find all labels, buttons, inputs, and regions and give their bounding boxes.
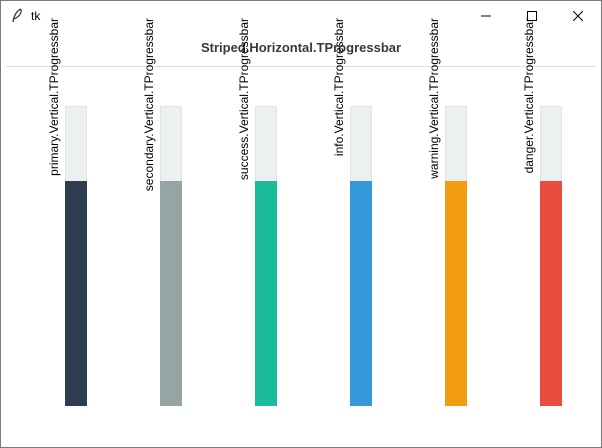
- progressbar-label-secondary: secondary.Vertical.TProgressbar: [142, 18, 156, 192]
- progressbar-secondary: [160, 106, 182, 406]
- progressbar-fill-warning: [445, 181, 467, 406]
- page-title: Striped.Horizontal.TProgressbar: [200, 40, 402, 55]
- progressbar-label-info: info.Vertical.TProgressbar: [332, 18, 346, 157]
- progressbar-danger: [540, 106, 562, 406]
- progressbar-label-primary: primary.Vertical.TProgressbar: [47, 18, 61, 176]
- minimize-button[interactable]: [463, 1, 509, 31]
- maximize-button[interactable]: [509, 1, 555, 31]
- progressbar-fill-danger: [540, 181, 562, 406]
- progressbar-info: [350, 106, 372, 406]
- maximize-icon: [527, 11, 537, 21]
- progressbar-fill-info: [350, 181, 372, 406]
- progressbar-label-danger: danger.Vertical.TProgressbar: [522, 18, 536, 174]
- progressbar-fill-success: [255, 181, 277, 406]
- close-icon: [573, 11, 583, 21]
- progressbar-label-success: success.Vertical.TProgressbar: [237, 18, 251, 181]
- separator: [6, 66, 596, 67]
- title-bar[interactable]: tk: [1, 1, 601, 31]
- main-content: Striped.Horizontal.TProgressbar primary.…: [1, 18, 601, 447]
- feather-icon: [11, 8, 23, 24]
- progressbar-fill-secondary: [160, 181, 182, 406]
- progressbar-warning: [445, 106, 467, 406]
- progressbar-fill-primary: [65, 181, 87, 406]
- progressbar-label-warning: warning.Vertical.TProgressbar: [427, 18, 441, 179]
- window-title: tk: [31, 9, 41, 23]
- minimize-icon: [481, 11, 491, 21]
- close-button[interactable]: [555, 1, 601, 31]
- progressbar-success: [255, 106, 277, 406]
- progressbar-primary: [65, 106, 87, 406]
